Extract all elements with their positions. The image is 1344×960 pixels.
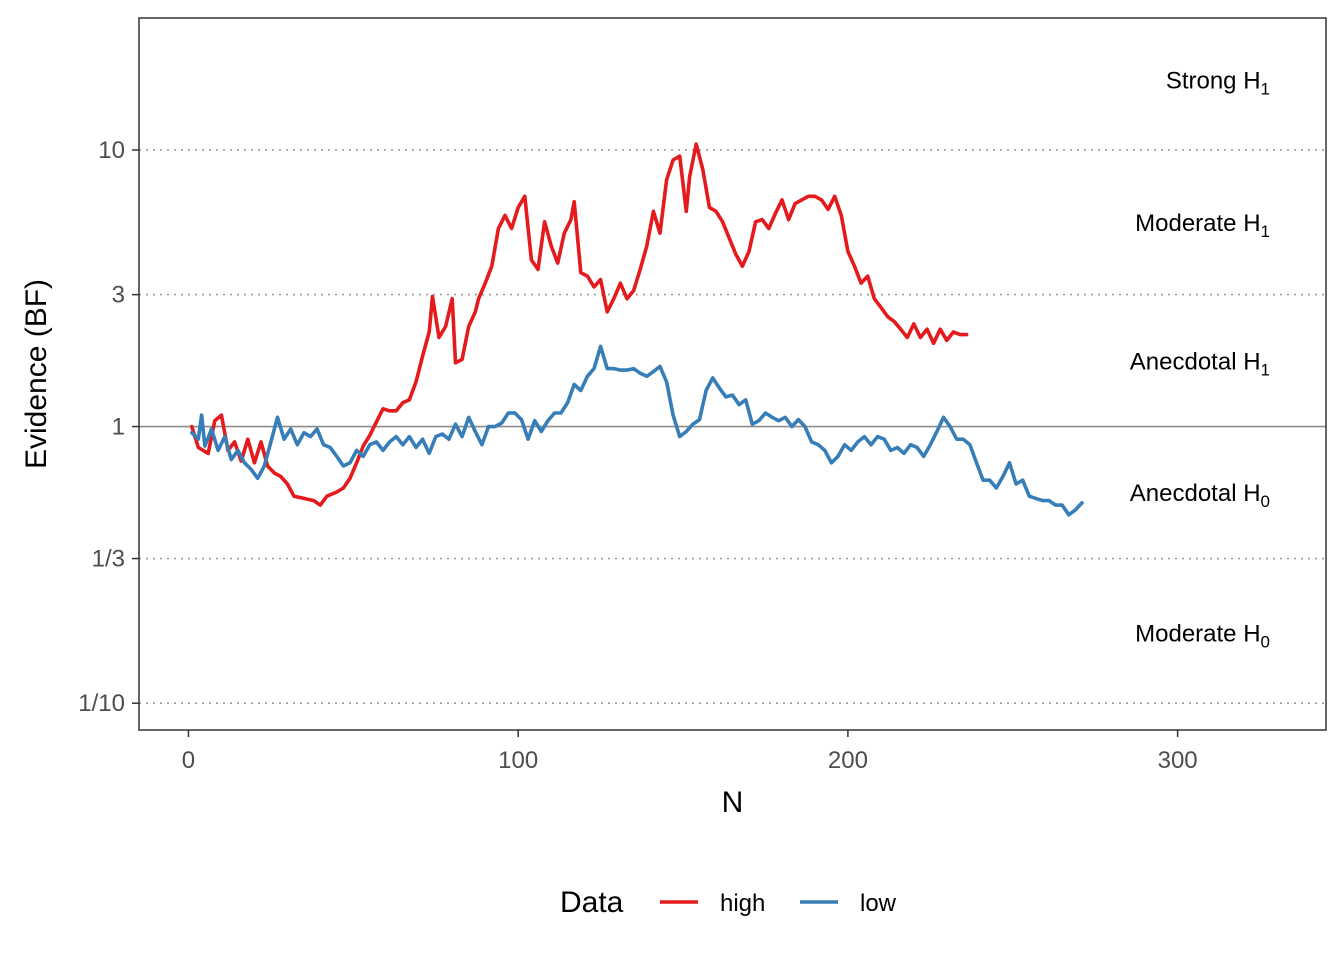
x-axis-title: N xyxy=(722,786,744,819)
series-lines xyxy=(190,142,1084,517)
region-label-2: Anecdotal H1 xyxy=(1130,349,1270,380)
legend-label-high: high xyxy=(720,890,765,917)
x-tick-label-1: 100 xyxy=(498,747,538,774)
region-label-0: Strong H1 xyxy=(1166,67,1270,98)
region-label-3: Anecdotal H0 xyxy=(1130,480,1270,511)
y-tick-label-2: 1 xyxy=(112,414,125,441)
x-tick-label-2: 200 xyxy=(828,747,868,774)
legend-label-low: low xyxy=(860,890,897,917)
y-tick-label-0: 1/10 xyxy=(78,690,125,717)
y-tick-label-1: 1/3 xyxy=(92,546,125,573)
y-tick-label-4: 10 xyxy=(98,137,125,164)
evidence-region-labels: Strong H1 Moderate H1 Anecdotal H1 Anecdota… xyxy=(1130,67,1270,651)
x-tick-label-0: 0 xyxy=(182,747,195,774)
region-label-4: Moderate H0 xyxy=(1135,621,1270,652)
y-tick-label-3: 3 xyxy=(112,282,125,309)
series-line-high xyxy=(190,142,969,507)
legend-title: Data xyxy=(560,886,624,919)
plot-panel-border xyxy=(138,17,1327,731)
y-axis: 1/10 1/3 1 3 10 xyxy=(78,137,139,717)
y-axis-title: Evidence (BF) xyxy=(20,279,53,469)
series-line-low xyxy=(190,344,1084,517)
x-tick-label-3: 300 xyxy=(1158,747,1198,774)
region-label-1: Moderate H1 xyxy=(1135,210,1270,241)
legend: Data high low xyxy=(560,886,897,919)
x-axis: 0 100 200 300 xyxy=(182,730,1198,774)
evidence-threshold-gridlines xyxy=(139,149,1326,704)
